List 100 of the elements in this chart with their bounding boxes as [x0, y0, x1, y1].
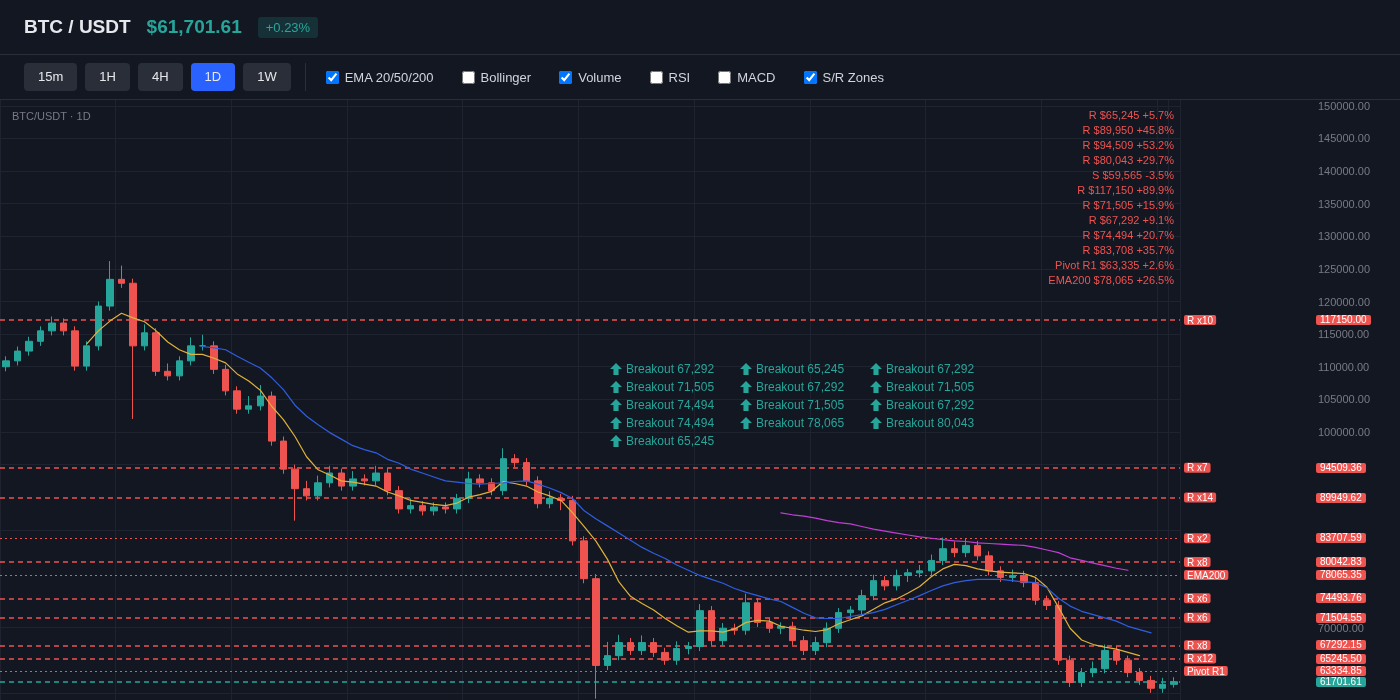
candlestick — [268, 391, 276, 447]
candlestick — [164, 362, 171, 381]
candlestick — [800, 635, 808, 656]
y-tick-label: 130000.00 — [1318, 230, 1370, 243]
candlestick — [430, 501, 438, 516]
ref-line-label: Pivot R1 — [1187, 665, 1226, 677]
candlestick — [685, 641, 692, 655]
candlestick — [419, 500, 426, 516]
text: 15m — [24, 63, 78, 91]
candlestick — [858, 589, 866, 616]
annotation: Breakout 67,292 — [886, 398, 975, 412]
line-series — [201, 345, 1152, 634]
text: 1W — [243, 63, 291, 91]
candlestick — [823, 621, 831, 648]
text: 78065.35 — [1316, 569, 1366, 580]
annotation: R $67,292 +9.1% — [1087, 213, 1174, 228]
annotation: Breakout 71,505 — [886, 380, 975, 394]
line-series — [780, 512, 1129, 571]
text: MACD — [737, 69, 776, 85]
text: 80042.83 — [1316, 556, 1366, 568]
candlestick — [372, 465, 380, 486]
y-tick-label: 120000.00 — [1318, 295, 1370, 308]
candlestick — [453, 493, 461, 514]
candlestick — [187, 336, 195, 366]
text: 89949.62 — [1316, 491, 1366, 503]
candlestick — [916, 564, 923, 578]
annotation: Breakout 67,292 — [626, 362, 715, 376]
text: 117150.00 — [1316, 314, 1371, 326]
candlestick — [673, 640, 680, 666]
ref-line-label: R x2 — [1187, 532, 1208, 544]
candlestick — [245, 395, 252, 415]
candlestick — [442, 501, 449, 514]
candlestick — [176, 355, 183, 381]
ref-line-label: R x14 — [1187, 492, 1214, 503]
ref-line-label: R x8 — [1187, 639, 1208, 651]
text: 1H — [85, 63, 130, 91]
candlestick — [1009, 569, 1016, 583]
candlestick — [118, 265, 125, 289]
candlestick — [962, 537, 970, 558]
annotation: Pivot R1 $63,335 +2.6% — [1054, 258, 1174, 273]
candlestick — [546, 490, 553, 509]
candlestick — [638, 634, 646, 656]
candlestick — [951, 541, 958, 558]
annotation: Breakout 65,245 — [756, 362, 845, 376]
chart-subtitle: $61,701.61 — [146, 16, 242, 38]
ref-line-label: R x10 — [1187, 314, 1214, 326]
annotation: Breakout 74,494 — [626, 416, 715, 430]
candlestick — [696, 603, 704, 652]
annotation: R $94,509 +53.2% — [1081, 138, 1174, 153]
y-tick-label: 140000.00 — [1318, 165, 1370, 178]
text: 61701.61 — [1316, 675, 1366, 687]
text: 74493.76 — [1316, 592, 1366, 604]
annotation: R $89,950 +45.8% — [1081, 123, 1174, 138]
annotation: R $71,505 +15.9% — [1081, 198, 1174, 213]
candlestick — [71, 325, 79, 372]
candlestick — [1101, 644, 1109, 674]
text: 65245.50 — [1316, 652, 1366, 664]
text: +0.23% — [257, 16, 319, 38]
text: 63334.85 — [1316, 665, 1366, 677]
candlestick — [106, 260, 114, 312]
text: 67292.15 — [1316, 639, 1366, 651]
line-series — [86, 312, 1141, 657]
annotation: Breakout 78,065 — [756, 416, 845, 430]
text: EMA 20/50/200 — [344, 69, 434, 85]
candlestick — [25, 336, 33, 357]
candlestick — [1078, 667, 1085, 688]
annotation: R $83,708 +35.7% — [1081, 243, 1174, 258]
candlestick — [847, 605, 854, 619]
annotation: R $65,245 +5.7% — [1087, 108, 1174, 123]
y-tick-label: 115000.00 — [1318, 328, 1370, 341]
annotation: Breakout 65,245 — [626, 434, 715, 448]
candlestick — [870, 574, 877, 601]
y-tick-label: 105000.00 — [1318, 393, 1370, 406]
text: S/R Zones — [822, 69, 884, 85]
text: Bollinger — [480, 69, 532, 85]
y-tick-label: 145000.00 — [1318, 132, 1370, 145]
chart-title: BTC / USDT — [24, 16, 131, 38]
y-tick-label: 100000.00 — [1318, 425, 1370, 438]
candlestick — [395, 485, 403, 514]
candlestick — [742, 593, 750, 636]
annotation: Breakout 67,292 — [756, 380, 845, 394]
candlestick — [2, 355, 10, 372]
annotation: R $74,494 +20.7% — [1081, 228, 1174, 243]
annotation: R $80,043 +29.7% — [1081, 153, 1174, 168]
candlestick — [476, 473, 484, 488]
candlestick — [893, 569, 900, 591]
ref-line-label: R x12 — [1187, 653, 1214, 665]
candlestick — [1147, 675, 1155, 694]
candlestick — [199, 334, 206, 351]
ref-line-label: EMA200 — [1187, 569, 1226, 581]
candlestick — [974, 540, 981, 561]
annotation: Breakout 67,292 — [886, 362, 975, 376]
candlestick — [615, 634, 623, 661]
candlestick — [48, 316, 56, 336]
annotation: Breakout 80,043 — [886, 416, 975, 430]
candlestick — [141, 323, 148, 351]
text: RSI — [668, 69, 691, 85]
ref-line-label: R x6 — [1187, 592, 1208, 604]
text: 83707.59 — [1316, 532, 1366, 544]
candlestick — [152, 327, 160, 377]
